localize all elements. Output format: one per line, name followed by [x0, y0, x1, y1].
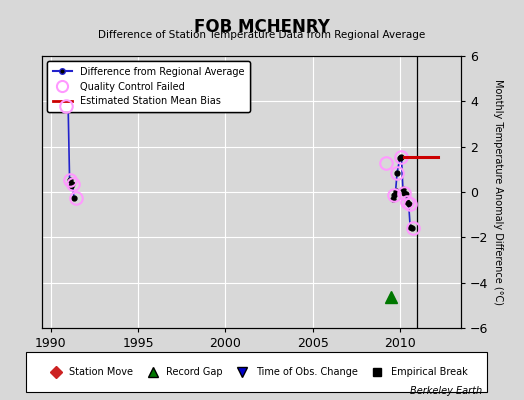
Legend: Difference from Regional Average, Quality Control Failed, Estimated Station Mean: Difference from Regional Average, Qualit…: [47, 61, 250, 112]
FancyBboxPatch shape: [26, 352, 487, 392]
Y-axis label: Monthly Temperature Anomaly Difference (°C): Monthly Temperature Anomaly Difference (…: [493, 79, 503, 305]
Text: FOB MCHENRY: FOB MCHENRY: [194, 18, 330, 36]
Legend: Station Move, Record Gap, Time of Obs. Change, Empirical Break: Station Move, Record Gap, Time of Obs. C…: [43, 364, 471, 380]
Text: Difference of Station Temperature Data from Regional Average: Difference of Station Temperature Data f…: [99, 30, 425, 40]
Text: Berkeley Earth: Berkeley Earth: [410, 386, 482, 396]
